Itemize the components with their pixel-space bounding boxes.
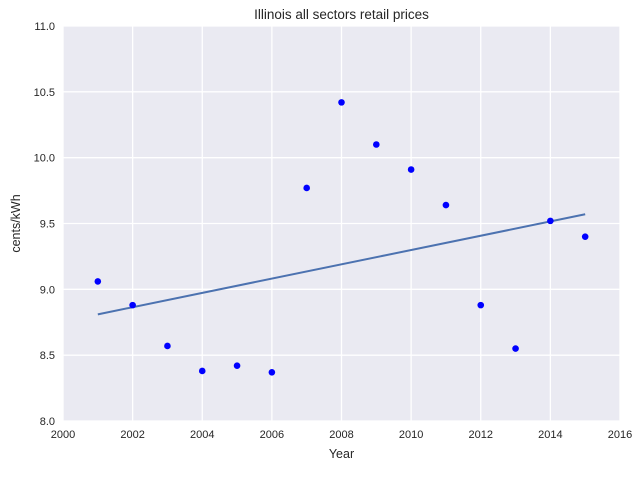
trend-line-layer [97, 213, 586, 316]
x-tick-label: 2016 [608, 429, 632, 441]
x-tick-label: 2002 [120, 429, 144, 441]
chart-title: Illinois all sectors retail prices [254, 7, 429, 22]
data-points [94, 99, 589, 376]
trend-line [97, 213, 586, 316]
scatter-point [338, 99, 345, 106]
scatter-point [442, 201, 450, 209]
scatter-point [407, 166, 415, 173]
x-tick-label: 2000 [51, 429, 75, 441]
y-tick-label: 11.0 [34, 21, 55, 33]
x-tick-label: 2012 [469, 429, 493, 441]
scatter-point [373, 141, 380, 148]
x-tick-label: 2004 [190, 429, 214, 441]
scatter-point [512, 345, 519, 352]
y-tick-label: 10.0 [34, 153, 55, 165]
y-tick-label: 8.5 [40, 350, 55, 362]
x-tick-label: 2010 [399, 429, 423, 441]
scatter-point [233, 362, 241, 370]
scatter-point [268, 368, 276, 376]
y-tick-label: 10.5 [34, 87, 55, 99]
x-axis-label: Year [329, 447, 354, 461]
grid-lines [62, 25, 621, 422]
x-tick-label: 2014 [538, 429, 562, 441]
scatter-point [164, 342, 171, 350]
y-tick-label: 9.0 [40, 284, 55, 296]
y-tick-label: 8.0 [40, 416, 55, 428]
x-axis-ticks: 2000 2002 2004 2006 2008 2010 2012 2014 2016 [51, 429, 632, 441]
scatter-point [303, 184, 310, 192]
scatter-point [94, 278, 102, 285]
x-tick-label: 2008 [329, 429, 353, 441]
scatter-point [477, 301, 485, 309]
y-axis-label: cents/kWh [9, 194, 23, 252]
scatter-point [129, 301, 136, 309]
scatter-point [547, 217, 554, 225]
scatter-point [581, 233, 589, 240]
x-tick-label: 2006 [260, 429, 284, 441]
y-tick-label: 9.5 [40, 219, 55, 231]
y-axis-ticks: 8.0 8.5 9.0 9.5 10.0 10.5 11.0 [34, 21, 55, 428]
scatter-point [198, 367, 206, 375]
